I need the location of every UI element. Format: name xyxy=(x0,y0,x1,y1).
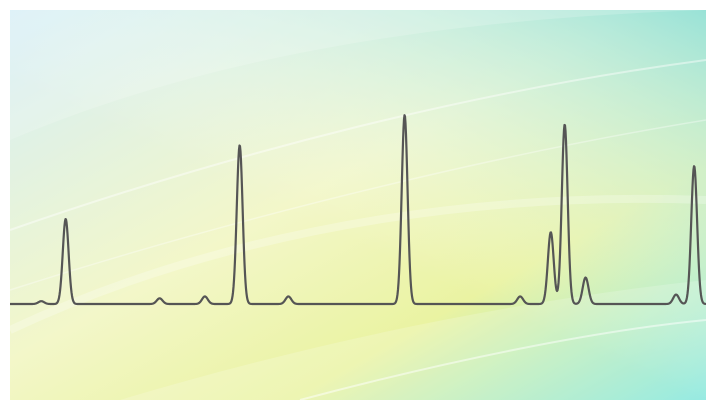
plot-background xyxy=(8,10,706,400)
light-swoosh-4 xyxy=(120,280,706,400)
light-swoosh-2 xyxy=(9,59,706,231)
signal-trace xyxy=(9,114,706,306)
light-swoosh-6 xyxy=(8,194,706,334)
light-swoosh-5 xyxy=(299,319,706,400)
light-swoosh-1 xyxy=(10,10,706,140)
light-swoosh-3 xyxy=(9,119,706,291)
